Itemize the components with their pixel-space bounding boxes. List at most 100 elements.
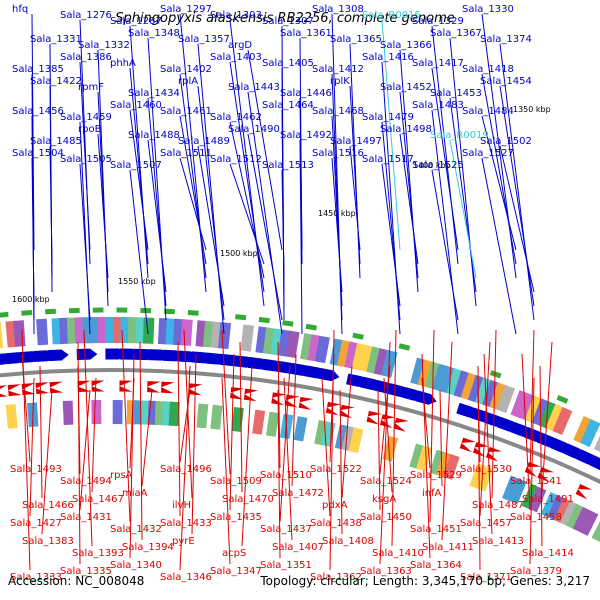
reverse-label-line — [439, 389, 443, 487]
outer-mark — [92, 307, 104, 313]
forward-label-line — [349, 145, 361, 251]
forward-gene-label: Sala_1418 — [462, 64, 514, 75]
reverse-gene-label: Sala_1394 — [122, 542, 174, 553]
forward-gene-label: Sala_1287 — [110, 16, 162, 27]
reverse-cog-block — [293, 416, 308, 442]
reverse-label-line — [41, 389, 53, 535]
forward-gene-label: Sala_1446 — [280, 88, 332, 99]
forward-cog-block — [36, 318, 49, 346]
reverse-label-line — [121, 329, 131, 523]
reverse-label-line — [491, 329, 497, 499]
reverse-gene-labels: Sala_1333Sala_1335Sala_1340Sala_1346Sala… — [10, 464, 574, 583]
forward-gene-label: Sala_1412 — [312, 64, 364, 75]
forward-cog-block — [240, 324, 254, 352]
reverse-label-line — [541, 341, 553, 493]
reverse-gene-arrow — [49, 381, 64, 394]
forward-gene-label: Sala_1276 — [60, 10, 112, 21]
reverse-gene-label: Sala_1510 — [260, 470, 312, 481]
forward-cog-block — [460, 372, 479, 401]
reverse-gene-label: Sala_1470 — [222, 494, 274, 505]
reverse-gene-label: Sala_1371 — [460, 572, 512, 583]
reverse-gene-arrow — [459, 437, 476, 453]
scale-mark-label: 1400 kbp — [413, 161, 451, 170]
reverse-cog-block — [572, 506, 592, 533]
forward-cog-block — [0, 322, 4, 349]
reverse-cog-block — [91, 400, 102, 425]
reverse-label-line — [341, 365, 353, 499]
accession-text: Accession: NC_008048 — [8, 574, 144, 588]
reverse-label-line — [529, 329, 535, 475]
reverse-gene-label: Sala_1379 — [510, 566, 562, 577]
forward-label-line — [431, 67, 459, 251]
reverse-gene-label: Sala_1458 — [510, 512, 562, 523]
reverse-gene-arrow — [7, 384, 22, 397]
reverse-gene-arrow — [243, 388, 259, 402]
reverse-gene-label: Sala_1362 — [310, 572, 362, 583]
forward-label-line — [179, 157, 207, 251]
forward-label-line — [281, 169, 285, 279]
scale-mark-label: 1600 kbp — [12, 295, 50, 304]
forward-gene-label: Sala_1386 — [60, 52, 112, 63]
forward-gene-label: Sala_1490 — [228, 124, 280, 135]
forward-cog-block — [467, 375, 487, 404]
reverse-label-line — [379, 365, 391, 475]
forward-label-line — [481, 157, 517, 335]
forward-gene-label: Sala_1468 — [312, 106, 364, 117]
forward-gene-label: Sala_1505 — [60, 154, 112, 165]
forward-gene-label: Sala_1402 — [160, 64, 212, 75]
forward-gene-label: Sala_1459 — [60, 112, 112, 123]
forward-label-line — [229, 121, 265, 279]
reverse-gene-label: pyrE — [172, 536, 195, 547]
forward-gene-label: rplA — [178, 76, 198, 87]
forward-gene-label: argD — [228, 40, 252, 51]
reverse-gene-label: Sala_1413 — [472, 536, 524, 547]
reverse-gene-arrow — [485, 446, 502, 462]
reverse-gene-label: Sala_1493 — [10, 464, 62, 475]
reverse-label-lines — [21, 329, 553, 571]
forward-gene-label: Sala_1331 — [30, 34, 82, 45]
reverse-gene-label: Sala_1407 — [272, 542, 324, 553]
forward-gene-label: Sala_1498 — [380, 124, 432, 135]
reverse-gene-label: Sala_1364 — [410, 560, 462, 571]
reverse-cog-block — [409, 443, 426, 470]
outer-mark — [556, 395, 569, 404]
reverse-gene-arrow — [325, 401, 341, 416]
outer-mark — [258, 316, 270, 324]
reverse-cog-block — [560, 500, 580, 527]
reverse-label-line — [229, 353, 235, 511]
forward-gene-label: Sala_1527 — [462, 148, 514, 159]
reverse-label-line — [529, 377, 535, 565]
forward-gene-label: Sala_1374 — [480, 34, 532, 45]
forward-label-line — [399, 91, 419, 279]
forward-gene-label: Sala_1492 — [280, 130, 332, 141]
forward-cog-block — [496, 384, 516, 413]
reverse-label-line — [383, 377, 393, 493]
forward-gene-label: Sala_1497 — [330, 136, 382, 147]
reverse-cog-block — [508, 478, 527, 505]
reverse-cog-block — [210, 404, 223, 430]
outer-mark — [352, 332, 364, 340]
forward-gene-label: rpoB — [78, 124, 102, 135]
reverse-gene-label: ksgA — [372, 494, 396, 505]
reverse-gene-label: Sala_1333 — [10, 572, 62, 583]
forward-gene-label: Sala_1479 — [362, 112, 414, 123]
forward-cog-block — [180, 319, 193, 346]
reverse-label-line — [539, 365, 543, 547]
forward-label-line — [299, 97, 303, 251]
reverse-gene-label: Sala_1438 — [310, 518, 362, 529]
forward-label-line — [247, 91, 283, 335]
forward-cog-block — [439, 365, 457, 394]
reverse-cog-block — [442, 453, 460, 480]
forward-label-line — [481, 73, 517, 265]
reverse-label-line — [377, 389, 381, 511]
forward-label-line — [179, 115, 207, 265]
forward-label-line — [197, 43, 225, 335]
outer-mark — [68, 307, 80, 314]
forward-label-line — [481, 115, 517, 251]
forward-gene-label: Sala_1454 — [480, 76, 532, 87]
forward-cog-block — [475, 377, 494, 406]
reverse-cog-block — [348, 427, 364, 453]
reverse-gene-arrow — [284, 394, 300, 408]
reverse-label-line — [91, 377, 97, 493]
outer-mark — [45, 308, 56, 315]
